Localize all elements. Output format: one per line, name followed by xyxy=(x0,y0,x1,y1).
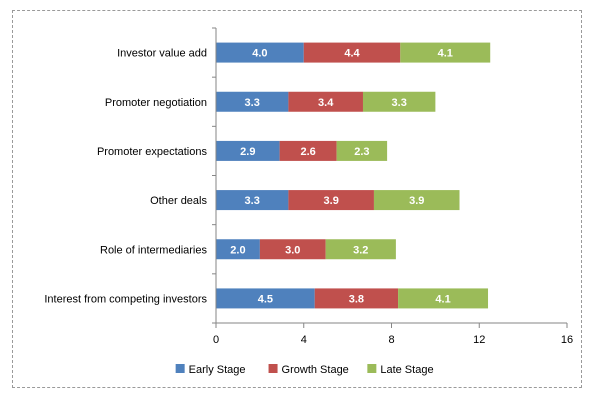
data-label: 3.4 xyxy=(318,97,334,109)
bar-segment xyxy=(216,140,280,161)
legend-swatch xyxy=(175,364,185,373)
data-label: 3.9 xyxy=(409,195,424,207)
legend-swatch xyxy=(367,364,377,373)
data-label: 3.3 xyxy=(392,97,407,109)
bars-group: 4.0 4.4 4.1 3.3 3.4 3.3 2.9 2.6 2.3 3.3 3.9 3.9 2.0 3… xyxy=(216,42,491,309)
bar-segment xyxy=(216,91,289,112)
category-label: Other deals xyxy=(150,195,207,207)
chart-frame xyxy=(12,10,582,388)
category-label: Investor value add xyxy=(117,48,207,60)
legend-label: Late Stage xyxy=(380,364,433,376)
bar-segment xyxy=(362,91,436,112)
legend-swatch xyxy=(268,364,278,373)
data-label: 2.9 xyxy=(240,146,255,158)
data-label: 3.0 xyxy=(285,244,300,256)
x-tick-label: 8 xyxy=(388,334,394,346)
data-label: 3.2 xyxy=(353,244,368,256)
x-tick-label: 0 xyxy=(213,334,219,346)
data-label: 4.1 xyxy=(438,48,453,60)
data-label: 4.5 xyxy=(258,293,273,305)
category-label: Interest from competing investors xyxy=(44,293,207,305)
bar-segment xyxy=(216,288,315,309)
legend-label: Growth Stage xyxy=(282,364,349,376)
x-tick-label: 16 xyxy=(561,334,573,346)
category-label: Promoter negotiation xyxy=(105,97,207,109)
data-label: 3.3 xyxy=(245,195,260,207)
bar-segment xyxy=(279,140,337,161)
category-labels-group: Investor value add Promoter negotiation Pr… xyxy=(44,48,207,306)
category-label: Role of intermediaries xyxy=(100,244,207,256)
bar-segment xyxy=(314,288,399,309)
axes-group: 0 4 8 12 16 xyxy=(212,27,573,346)
bar-segment xyxy=(216,190,289,211)
category-label: Promoter expectations xyxy=(97,146,208,158)
bar-segment xyxy=(288,91,363,112)
legend: Early Stage Growth Stage Late Stage xyxy=(175,364,434,376)
x-tick-label: 4 xyxy=(301,334,307,346)
bar-segment xyxy=(303,42,401,63)
bar-segment xyxy=(288,190,374,211)
legend-label: Early Stage xyxy=(189,364,246,376)
data-label: 4.0 xyxy=(252,48,267,60)
bar-segment xyxy=(325,239,396,260)
bar-segment xyxy=(373,190,460,211)
bar-segment xyxy=(336,140,388,161)
x-tick-label: 12 xyxy=(473,334,485,346)
data-label: 2.6 xyxy=(300,146,315,158)
data-label: 2.3 xyxy=(354,146,369,158)
bar-segment xyxy=(259,239,326,260)
bar-segment xyxy=(398,288,489,309)
data-label: 4.1 xyxy=(435,293,450,305)
data-label: 3.8 xyxy=(349,293,364,305)
data-label: 3.3 xyxy=(245,97,260,109)
bar-segment xyxy=(216,42,304,63)
data-label: 2.0 xyxy=(230,244,245,256)
bar-segment xyxy=(400,42,491,63)
bar-segment xyxy=(216,239,260,260)
data-label: 3.9 xyxy=(324,195,339,207)
data-label: 4.4 xyxy=(344,48,360,60)
